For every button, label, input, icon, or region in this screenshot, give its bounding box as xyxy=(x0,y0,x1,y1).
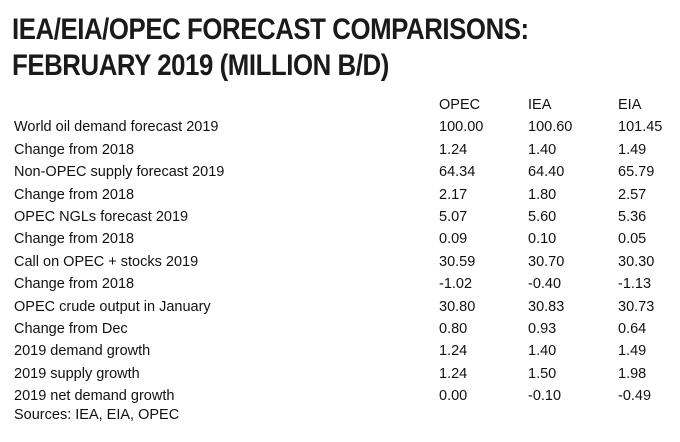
cell-eia: 30.73 xyxy=(618,298,655,315)
row-label: Change from 2018 xyxy=(14,186,135,203)
table-row: 2019 demand growth 1.24 1.40 1.49 xyxy=(14,340,674,362)
cell-iea: 1.40 xyxy=(528,141,557,158)
cell-opec: 1.24 xyxy=(439,141,468,158)
column-header-eia: EIA xyxy=(618,97,642,113)
cell-opec: 0.80 xyxy=(439,320,468,337)
cell-opec: 64.34 xyxy=(439,164,476,181)
column-header-opec: OPEC xyxy=(439,97,481,113)
cell-opec: 30.80 xyxy=(439,298,476,315)
table-row: Change from 2018 0.09 0.10 0.05 xyxy=(14,228,674,250)
row-label: 2019 supply growth xyxy=(14,365,140,382)
table-row: Change from 2018 1.24 1.40 1.49 xyxy=(14,139,674,161)
row-label: Call on OPEC + stocks 2019 xyxy=(14,253,199,270)
row-label: Non-OPEC supply forecast 2019 xyxy=(14,164,225,181)
cell-iea: 100.60 xyxy=(528,119,573,136)
cell-iea: 64.40 xyxy=(528,164,565,181)
table-row: Change from 2018 -1.02 -0.40 -1.13 xyxy=(14,273,674,295)
table-body: World oil demand forecast 2019 100.00 100.… xyxy=(14,116,674,407)
cell-eia: 0.64 xyxy=(618,320,647,337)
row-label: Change from Dec xyxy=(14,320,128,337)
row-label: Change from 2018 xyxy=(14,276,135,293)
row-label: World oil demand forecast 2019 xyxy=(14,119,219,136)
cell-eia: 65.79 xyxy=(618,164,655,181)
cell-eia: 30.30 xyxy=(618,253,655,270)
cell-iea: -0.40 xyxy=(528,276,562,293)
table-row: World oil demand forecast 2019 100.00 100.… xyxy=(14,116,674,138)
cell-opec: 5.07 xyxy=(439,208,468,225)
cell-iea: 0.93 xyxy=(528,320,557,337)
cell-iea: -0.10 xyxy=(528,388,562,405)
chart-title-line-1: IEA/EIA/OPEC FORECAST COMPARISONS: xyxy=(12,13,529,46)
row-label: Change from 2018 xyxy=(14,231,135,248)
table-row: Non-OPEC supply forecast 2019 64.34 64.40 6… xyxy=(14,161,674,183)
chart-title: IEA/EIA/OPEC FORECAST COMPARISONS: FEBRU… xyxy=(12,12,580,84)
table-row: Call on OPEC + stocks 2019 30.59 30.70 30.3… xyxy=(14,251,674,273)
cell-opec: 1.24 xyxy=(439,365,468,382)
cell-iea: 1.50 xyxy=(528,365,557,382)
row-label: 2019 net demand growth xyxy=(14,388,175,405)
cell-opec: 0.00 xyxy=(439,388,468,405)
cell-iea: 5.60 xyxy=(528,208,557,225)
table-header-row: OPEC IEA EIA xyxy=(14,94,674,116)
cell-eia: 2.57 xyxy=(618,186,647,203)
row-label: 2019 demand growth xyxy=(14,343,151,360)
row-label: Change from 2018 xyxy=(14,141,135,158)
forecast-table: OPEC IEA EIA World oil demand forecast 2… xyxy=(14,94,674,407)
row-label: OPEC NGLs forecast 2019 xyxy=(14,208,189,225)
cell-iea: 30.83 xyxy=(528,298,565,315)
cell-opec: 2.17 xyxy=(439,186,468,203)
cell-eia: -1.13 xyxy=(618,276,652,293)
cell-eia: -0.49 xyxy=(618,388,652,405)
cell-opec: -1.02 xyxy=(439,276,473,293)
table-row: OPEC NGLs forecast 2019 5.07 5.60 5.36 xyxy=(14,206,674,228)
cell-opec: 30.59 xyxy=(439,253,476,270)
cell-opec: 1.24 xyxy=(439,343,468,360)
row-label: OPEC crude output in January xyxy=(14,298,211,315)
column-header-iea: IEA xyxy=(528,97,552,113)
table-row: Change from Dec 0.80 0.93 0.64 xyxy=(14,318,674,340)
cell-iea: 1.40 xyxy=(528,343,557,360)
cell-iea: 1.80 xyxy=(528,186,557,203)
cell-eia: 1.98 xyxy=(618,365,647,382)
source-note: Sources: IEA, EIA, OPEC xyxy=(14,407,180,423)
cell-eia: 1.49 xyxy=(618,343,647,360)
cell-iea: 0.10 xyxy=(528,231,557,248)
cell-opec: 0.09 xyxy=(439,231,468,248)
cell-eia: 0.05 xyxy=(618,231,647,248)
cell-eia: 5.36 xyxy=(618,208,647,225)
table-row: OPEC crude output in January 30.80 30.83 30… xyxy=(14,296,674,318)
table-row: 2019 net demand growth 0.00 -0.10 -0.49 xyxy=(14,385,674,407)
cell-iea: 30.70 xyxy=(528,253,565,270)
cell-opec: 100.00 xyxy=(439,119,484,136)
cell-eia: 1.49 xyxy=(618,141,647,158)
chart-title-line-2: FEBRUARY 2019 (MILLION B/D) xyxy=(12,49,389,82)
table-row: 2019 supply growth 1.24 1.50 1.98 xyxy=(14,363,674,385)
cell-eia: 101.45 xyxy=(618,119,663,136)
table-row: Change from 2018 2.17 1.80 2.57 xyxy=(14,184,674,206)
